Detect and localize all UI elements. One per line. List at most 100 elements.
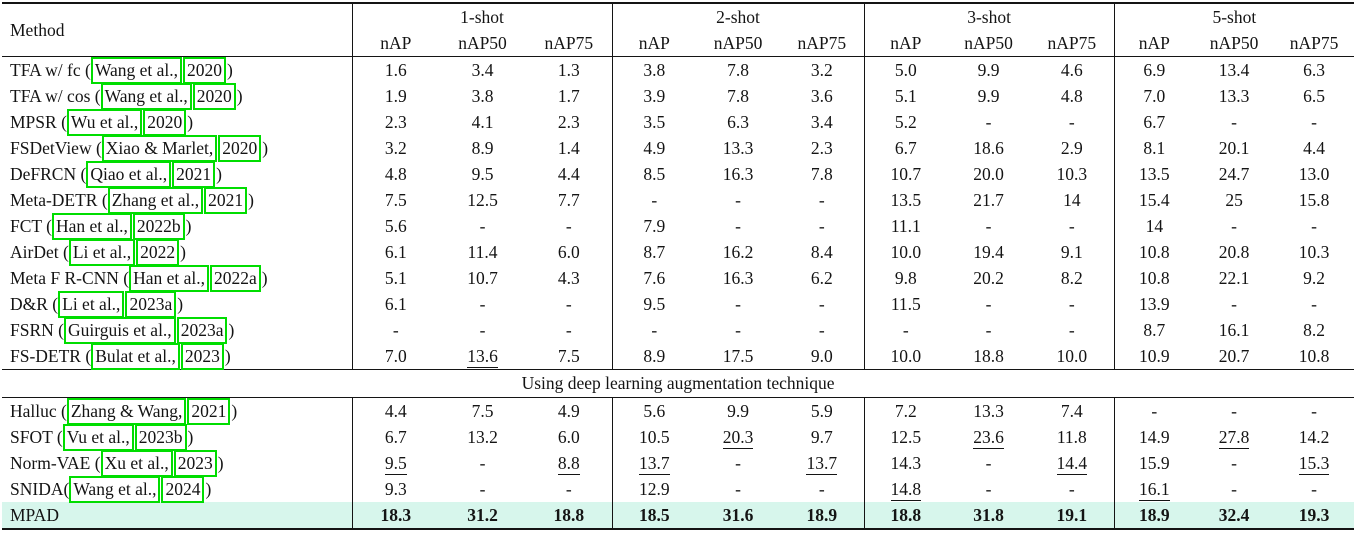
method-cell: Meta-DETR (Zhang et al., 2021) — [2, 187, 352, 214]
value-cell: - — [735, 320, 741, 340]
value-cell: 18.6 — [973, 138, 1004, 158]
value-cell: 4.4 — [351, 397, 439, 424]
value-cell: 6.7 — [351, 424, 439, 450]
value-cell: 16.2 — [722, 242, 754, 262]
value-cell: 10.0 — [863, 239, 948, 265]
citation-author-link[interactable]: Wang et al., — [69, 476, 161, 503]
value-cell: 6.1 — [351, 239, 439, 265]
value-cell: 7.2 — [863, 397, 948, 424]
value-cell: 10.8 — [1113, 265, 1195, 291]
value-cell: - — [735, 479, 741, 499]
underlined-value: 16.1 — [1139, 479, 1170, 501]
value-cell: 11.5 — [863, 291, 948, 317]
value-cell: - — [1068, 112, 1075, 132]
value-cell: 6.3 — [727, 112, 749, 132]
value-cell: 9.1 — [1060, 242, 1083, 262]
citation-author-link[interactable]: Li et al., — [58, 291, 125, 318]
value-cell: 8.2 — [1303, 320, 1326, 340]
column-header-method: Method — [2, 3, 352, 57]
citation-year-link[interactable]: 2020 — [183, 57, 226, 84]
value-cell: - — [818, 216, 825, 236]
value-cell: 8.9 — [611, 343, 697, 370]
value-cell: 13.4 — [1218, 60, 1250, 80]
value-cell: - — [611, 187, 697, 213]
value-cell: - — [985, 216, 992, 236]
value-cell: 5.2 — [863, 109, 948, 135]
value-cell: 1.9 — [351, 83, 439, 109]
citation-author-link[interactable]: Wang et al., — [100, 83, 192, 110]
citation-author-link[interactable]: Vu et al., — [62, 424, 134, 451]
citation-year-link[interactable]: 2023a — [176, 317, 228, 344]
value-cell: - — [735, 216, 741, 236]
value-cell: 32.4 — [1194, 502, 1275, 529]
citation-year-link[interactable]: 2021 — [187, 398, 231, 425]
method-cell: Meta F R-CNN (Han et al., 2022a) — [2, 265, 352, 292]
value-cell: 8.1 — [1113, 135, 1195, 161]
value-cell: 2.3 — [810, 138, 833, 158]
value-cell: 7.9 — [611, 213, 697, 239]
citation-author-link[interactable]: Xu et al., — [100, 450, 173, 477]
citation-author-link[interactable]: Zhang & Wang, — [66, 398, 187, 425]
value-cell: - — [1113, 397, 1195, 424]
citation-author-link[interactable]: Qiao et al., — [86, 161, 172, 188]
value-cell: - — [1231, 401, 1237, 421]
citation-year-link[interactable]: 2022b — [132, 213, 185, 240]
citation-year-link[interactable]: 2022a — [210, 265, 261, 292]
citation-year-link[interactable]: 2021 — [172, 161, 216, 188]
citation-year-link[interactable]: 2022 — [136, 239, 180, 266]
value-cell: 6.3 — [1303, 60, 1326, 80]
citation-year-link[interactable]: 2023b — [134, 424, 187, 451]
value-cell: - — [1311, 479, 1317, 499]
value-cell: 9.0 — [810, 346, 833, 366]
column-header-nap: nAP — [863, 30, 948, 57]
group-header-2shot: 2-shot — [611, 3, 865, 30]
group-header-3shot: 3-shot — [863, 3, 1115, 30]
citation-year-link[interactable]: 2020 — [143, 109, 187, 136]
citation-year-link[interactable]: 2023a — [125, 291, 177, 318]
underlined-value: 14.4 — [1056, 453, 1088, 475]
citation-author-link[interactable]: Han et al., — [129, 265, 210, 292]
citation-year-link[interactable]: 2021 — [204, 187, 248, 214]
value-cell: 13.5 — [863, 187, 948, 213]
value-cell: - — [818, 320, 825, 340]
citation-author-link[interactable]: Han et al., — [51, 213, 132, 240]
citation-author-link[interactable]: Li et al., — [68, 239, 136, 266]
method-cell: TFA w/ fc (Wang et al., 2020) — [2, 57, 352, 84]
value-cell: 5.1 — [863, 83, 948, 109]
value-cell: - — [818, 190, 825, 210]
citation-year-link[interactable]: 2023 — [173, 450, 217, 477]
column-header-nap75: nAP75 — [526, 30, 613, 57]
citation-author-link[interactable]: Wu et al., — [66, 109, 143, 136]
citation-author-link[interactable]: Guirguis et al., — [63, 317, 176, 344]
value-cell: 1.7 — [557, 86, 580, 106]
citation-author-link[interactable]: Zhang et al., — [107, 187, 204, 214]
value-cell: - — [479, 320, 486, 340]
method-cell: FSDetView (Xiao & Marlet, 2020) — [2, 135, 352, 162]
value-cell: 9.7 — [810, 427, 833, 447]
value-cell: 16.1 — [1113, 476, 1195, 502]
value-cell: 14.8 — [863, 476, 948, 502]
value-cell: 10.9 — [1113, 343, 1195, 370]
value-cell: 12.9 — [611, 476, 697, 502]
value-cell: 15.3 — [1274, 450, 1354, 476]
method-cell: FS-DETR (Bulat et al., 2023) — [2, 343, 352, 370]
citation-year-link[interactable]: 2020 — [192, 83, 236, 110]
citation-year-link[interactable]: 2024 — [161, 476, 205, 503]
value-cell: 9.5 — [471, 164, 494, 184]
table-row: FSDetView (Xiao & Marlet, 2020) 3.2 8.9 1.4 4… — [2, 135, 1354, 162]
value-cell: - — [479, 453, 486, 473]
value-cell: 7.8 — [727, 60, 749, 80]
citation-year-link[interactable]: 2020 — [218, 135, 262, 162]
value-cell: 9.9 — [977, 60, 1000, 80]
citation-author-link[interactable]: Bulat et al., — [91, 343, 180, 370]
citation-author-link[interactable]: Xiao & Marlet, — [101, 135, 218, 162]
value-cell: - — [479, 294, 486, 314]
table-row: FCT (Han et al., 2022b) 5.6 - - 7.9 - - 11.1 - - 14… — [2, 213, 1354, 240]
citation-year-link[interactable]: 2023 — [180, 343, 224, 370]
citation-author-link[interactable]: Wang et al., — [90, 57, 182, 84]
group-header-1shot: 1-shot — [351, 3, 613, 30]
value-cell: - — [1068, 216, 1075, 236]
value-cell: 14.4 — [1030, 450, 1114, 476]
